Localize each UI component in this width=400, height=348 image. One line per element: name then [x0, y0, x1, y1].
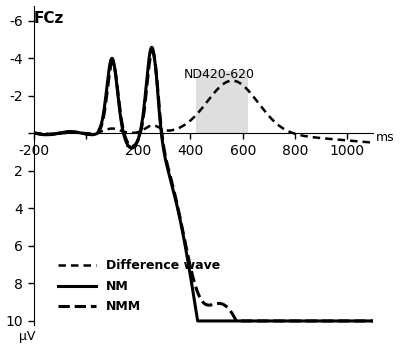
- Difference wave: [183, 122, 188, 126]
- NM: [336, 319, 340, 323]
- NMM: [371, 319, 376, 323]
- NMM: [31, 131, 36, 135]
- NMM: [225, 305, 230, 309]
- NM: [196, 319, 200, 323]
- NM: [34, 131, 39, 135]
- NM: [31, 131, 36, 135]
- Line: Difference wave: Difference wave: [34, 81, 374, 143]
- NM: [225, 319, 230, 323]
- Difference wave: [31, 131, 36, 135]
- NM: [242, 319, 247, 323]
- Legend: Difference wave, NM, NMM: Difference wave, NM, NMM: [54, 254, 225, 318]
- NM: [371, 319, 376, 323]
- Difference wave: [335, 137, 340, 142]
- Text: ND420-620: ND420-620: [184, 68, 255, 80]
- NM: [150, 45, 154, 49]
- Difference wave: [230, 79, 234, 83]
- Difference wave: [242, 84, 246, 88]
- Difference wave: [38, 131, 43, 135]
- Difference wave: [224, 80, 229, 84]
- Text: ms: ms: [376, 132, 395, 144]
- NMM: [38, 132, 43, 136]
- NMM: [234, 319, 239, 323]
- NMM: [336, 319, 340, 323]
- NM: [38, 132, 43, 136]
- NM: [183, 246, 188, 250]
- NMM: [34, 131, 39, 135]
- NMM: [150, 49, 155, 53]
- Line: NM: NM: [34, 47, 374, 321]
- Line: NMM: NMM: [34, 51, 374, 321]
- Text: μV: μV: [18, 330, 35, 343]
- NMM: [183, 243, 188, 247]
- Difference wave: [371, 141, 376, 145]
- Bar: [196, 71, 248, 133]
- NMM: [242, 319, 247, 323]
- Text: FCz: FCz: [34, 11, 64, 26]
- Difference wave: [34, 131, 39, 135]
